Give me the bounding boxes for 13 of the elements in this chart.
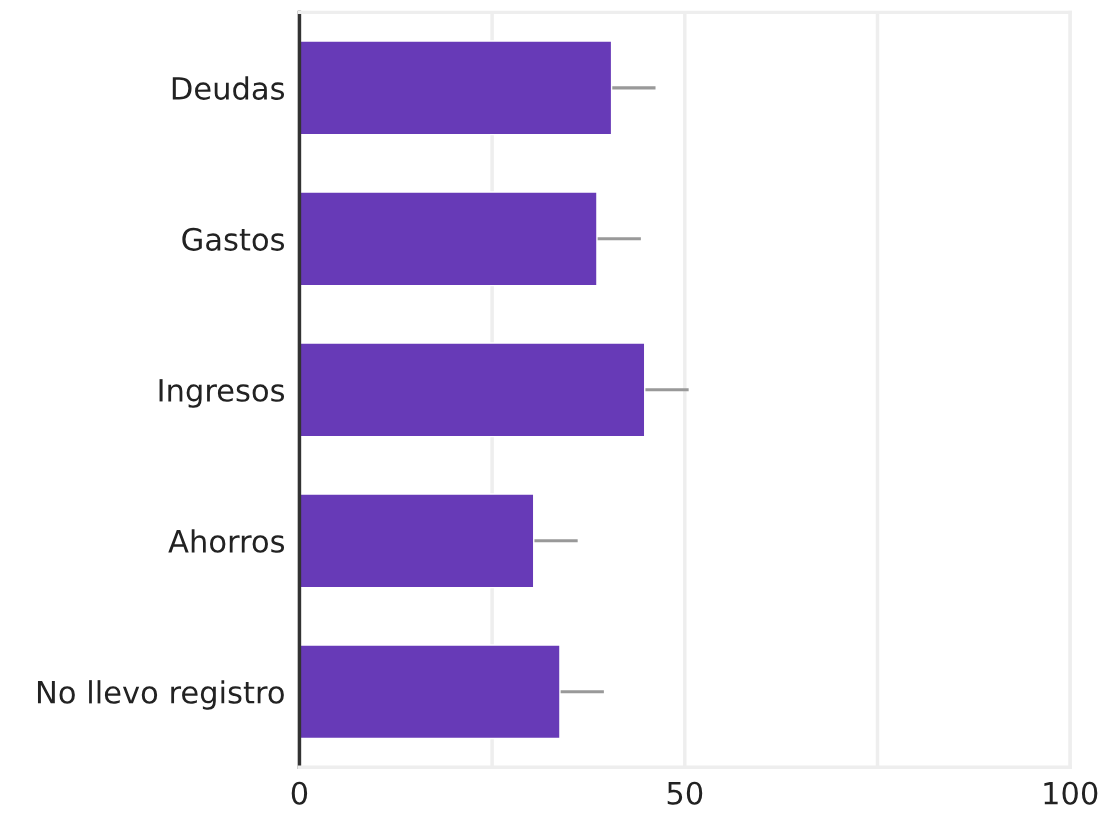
y-tick-label: Ahorros — [168, 529, 285, 553]
bar — [299, 644, 561, 740]
y-tick-label: Gastos — [182, 227, 285, 251]
bar — [299, 40, 613, 136]
bar — [299, 191, 598, 287]
y-tick-label: Ingresos — [159, 379, 285, 408]
y-tick-label: Deudas — [172, 76, 285, 100]
y-tick-label: No llevo registro — [37, 680, 284, 710]
x-tick-label: 0 — [291, 781, 308, 805]
bar — [299, 342, 646, 438]
bar — [299, 493, 535, 589]
x-tick-label: 50 — [667, 781, 703, 805]
x-tick-label: 100 — [1044, 781, 1098, 805]
